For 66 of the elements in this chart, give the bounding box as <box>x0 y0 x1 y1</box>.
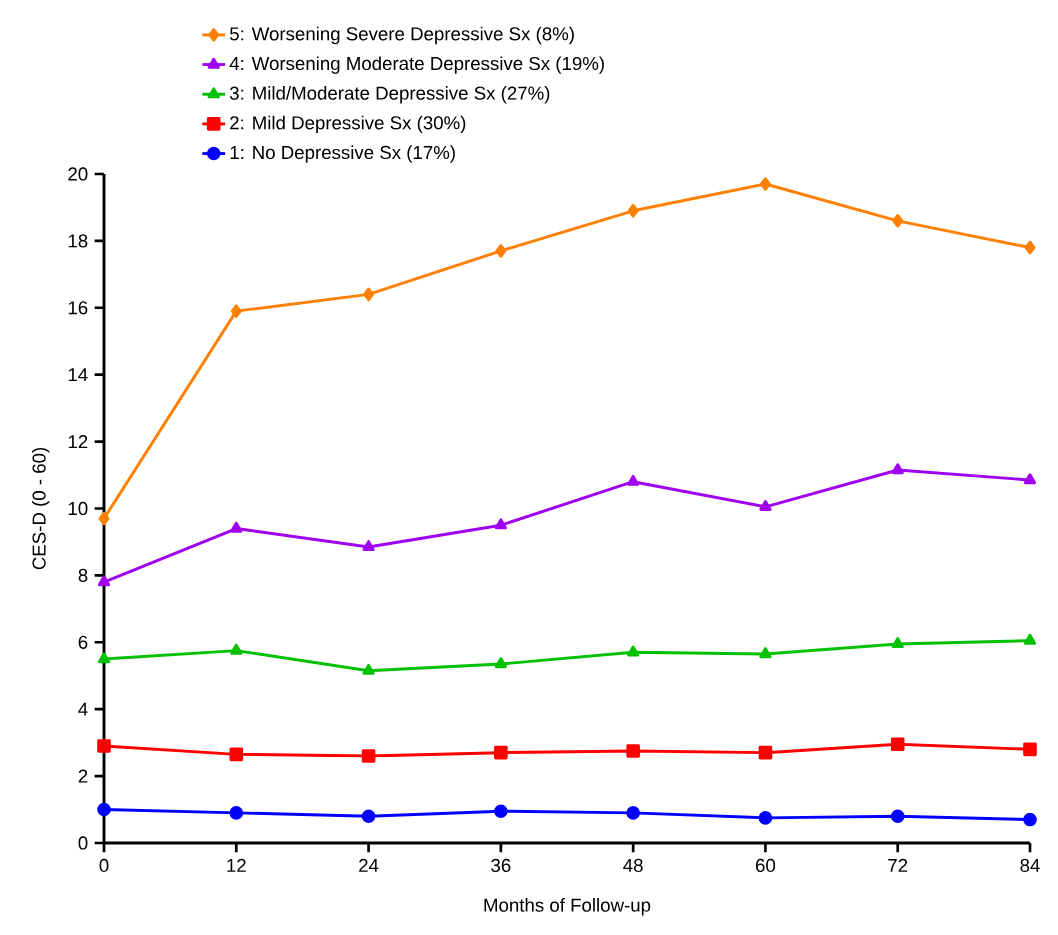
point <box>362 663 375 675</box>
point <box>1023 812 1037 827</box>
point <box>1023 742 1037 757</box>
x-tick-label: 0 <box>99 858 109 873</box>
legend-label: 1: No Depressive Sx (17%) <box>230 145 455 163</box>
legend-label: 3: Mild/Moderate Depressive Sx (27%) <box>229 86 550 104</box>
point <box>758 745 773 760</box>
y-tick-label: 4 <box>78 702 88 716</box>
y-axis-title: CES-D (0 - 60) <box>31 447 50 570</box>
point <box>230 521 243 533</box>
point <box>758 811 773 825</box>
y-tick-label: 6 <box>78 635 88 649</box>
y-tick-label: 18 <box>68 234 88 248</box>
x-axis-title: Months of Follow-up <box>484 898 651 916</box>
point <box>229 806 244 820</box>
point <box>626 806 640 820</box>
point <box>361 809 376 824</box>
point <box>97 652 111 664</box>
point <box>362 540 375 552</box>
y-tick-label: 0 <box>78 836 88 850</box>
x-tick-label: 12 <box>227 858 246 872</box>
legend-label: 4: Worsening Moderate Depressive Sx (19%) <box>229 56 604 74</box>
x-tick-label: 84 <box>1020 858 1040 873</box>
point <box>626 744 640 758</box>
x-tick-label: 60 <box>755 858 776 873</box>
y-tick-label: 2 <box>78 769 88 783</box>
point <box>494 518 507 530</box>
point <box>759 500 772 511</box>
point <box>627 645 640 657</box>
point <box>97 802 111 817</box>
point <box>759 647 772 659</box>
point <box>1023 473 1037 485</box>
point <box>97 575 111 587</box>
point <box>494 657 507 669</box>
point <box>627 474 640 486</box>
point <box>230 304 242 318</box>
legend-label: 5: Worsening Severe Depressive Sx (8%) <box>229 26 574 45</box>
point <box>759 177 771 191</box>
x-tick-label: 24 <box>359 858 379 872</box>
point <box>890 809 905 824</box>
point <box>495 244 507 258</box>
legend-label: 2: Mild Depressive Sx (30%) <box>230 115 466 134</box>
x-tick-label: 48 <box>623 858 643 873</box>
point <box>890 737 905 752</box>
x-tick-label: 72 <box>888 858 908 872</box>
point <box>1023 633 1037 645</box>
point <box>494 745 508 760</box>
point <box>627 203 639 218</box>
point <box>891 637 904 649</box>
y-tick-label: 16 <box>68 301 88 315</box>
y-tick-label: 8 <box>78 568 88 582</box>
point <box>229 747 244 762</box>
x-tick-label: 36 <box>491 858 511 873</box>
y-tick-label: 20 <box>68 167 88 181</box>
point <box>230 643 243 655</box>
point <box>363 287 375 302</box>
y-tick-label: 10 <box>68 501 88 516</box>
y-tick-label: 14 <box>68 368 88 382</box>
point <box>97 739 111 753</box>
point <box>892 214 904 228</box>
point <box>98 511 110 526</box>
point <box>891 463 904 475</box>
point <box>494 804 508 819</box>
y-tick-label: 12 <box>68 435 88 449</box>
point <box>1024 240 1036 255</box>
point <box>361 749 376 763</box>
